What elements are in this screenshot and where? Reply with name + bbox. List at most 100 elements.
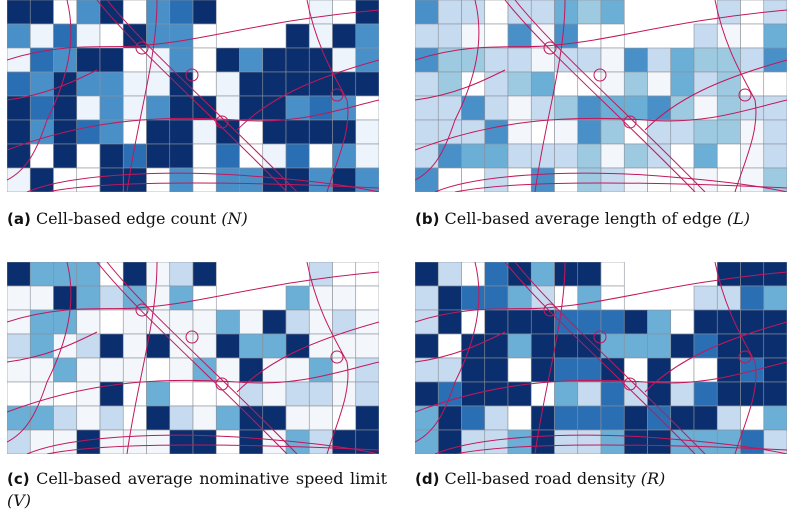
- cell: [123, 168, 146, 192]
- cell: [100, 406, 123, 430]
- cell: [601, 262, 624, 286]
- cell: [462, 24, 485, 48]
- cell: [170, 168, 193, 192]
- cell: [170, 310, 193, 334]
- cell: [309, 430, 332, 454]
- cell: [462, 144, 485, 168]
- cell: [671, 334, 694, 358]
- cell: [170, 286, 193, 310]
- cell: [694, 406, 717, 430]
- cell: [356, 382, 379, 406]
- cell: [508, 72, 531, 96]
- cell: [578, 144, 601, 168]
- cell: [438, 96, 461, 120]
- caption-symbol: (V): [7, 491, 31, 510]
- cell: [717, 120, 740, 144]
- cell: [415, 286, 438, 310]
- cell: [601, 0, 624, 24]
- cell: [485, 286, 508, 310]
- cell: [193, 358, 216, 382]
- cell: [531, 286, 554, 310]
- cell: [508, 286, 531, 310]
- cell: [123, 72, 146, 96]
- cell: [147, 406, 170, 430]
- cell: [7, 286, 30, 310]
- cell: [764, 406, 787, 430]
- cell: [531, 96, 554, 120]
- caption-symbol: (N): [221, 209, 247, 228]
- cell: [764, 48, 787, 72]
- cell: [193, 120, 216, 144]
- cell: [415, 144, 438, 168]
- cell: [415, 334, 438, 358]
- cell: [578, 406, 601, 430]
- caption-text: Cell-based average length of edge: [445, 209, 722, 228]
- cell: [193, 382, 216, 406]
- cell: [578, 334, 601, 358]
- cell: [240, 48, 263, 72]
- cell: [7, 0, 30, 24]
- cell: [601, 430, 624, 454]
- cell: [578, 358, 601, 382]
- cell: [531, 120, 554, 144]
- cell: [30, 96, 53, 120]
- cell: [485, 406, 508, 430]
- cell: [123, 286, 146, 310]
- cell: [309, 168, 332, 192]
- cell: [240, 120, 263, 144]
- cell: [601, 334, 624, 358]
- cell: [741, 286, 764, 310]
- cell: [193, 286, 216, 310]
- cell: [7, 382, 30, 406]
- cell: [309, 406, 332, 430]
- cell: [671, 96, 694, 120]
- cell: [333, 286, 356, 310]
- cell: [309, 120, 332, 144]
- cell: [531, 262, 554, 286]
- cell: [286, 310, 309, 334]
- cell: [741, 262, 764, 286]
- cell: [30, 262, 53, 286]
- cell: [100, 358, 123, 382]
- cell: [77, 24, 100, 48]
- cell: [671, 358, 694, 382]
- cell: [170, 382, 193, 406]
- cell: [764, 286, 787, 310]
- cell: [485, 310, 508, 334]
- cell: [531, 430, 554, 454]
- cell: [624, 144, 647, 168]
- cell: [30, 286, 53, 310]
- cell: [717, 168, 740, 192]
- cell: [193, 24, 216, 48]
- cell: [286, 358, 309, 382]
- cell: [333, 430, 356, 454]
- cell: [170, 24, 193, 48]
- cell: [601, 144, 624, 168]
- cell: [531, 0, 554, 24]
- cell: [648, 382, 671, 406]
- cell: [741, 96, 764, 120]
- cell: [764, 24, 787, 48]
- cell: [508, 96, 531, 120]
- cell: [415, 24, 438, 48]
- cell: [100, 310, 123, 334]
- cell: [77, 334, 100, 358]
- cell: [7, 144, 30, 168]
- cell: [624, 334, 647, 358]
- cell: [333, 0, 356, 24]
- map-panel: [415, 262, 787, 454]
- cell: [333, 168, 356, 192]
- cell: [123, 120, 146, 144]
- cell: [7, 310, 30, 334]
- caption-text: Cell-based road density: [445, 469, 636, 488]
- cell: [555, 120, 578, 144]
- cell: [508, 0, 531, 24]
- cell: [624, 406, 647, 430]
- cell: [485, 168, 508, 192]
- cell: [170, 0, 193, 24]
- cell: [7, 72, 30, 96]
- cell: [648, 334, 671, 358]
- cell: [309, 0, 332, 24]
- cell: [601, 310, 624, 334]
- cell: [462, 0, 485, 24]
